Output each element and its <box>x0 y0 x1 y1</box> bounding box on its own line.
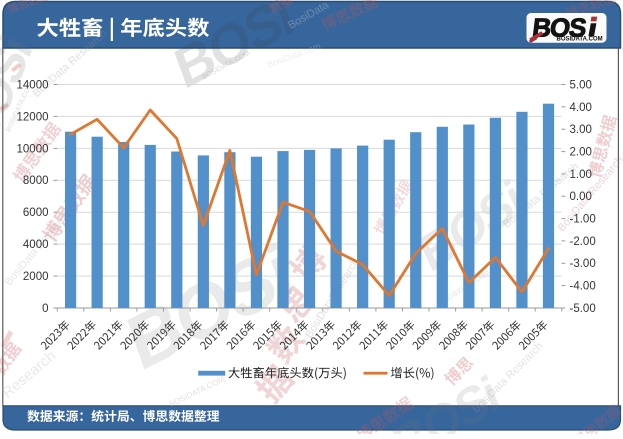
svg-text:BOSIDATA.COM: BOSIDATA.COM <box>557 37 603 43</box>
svg-text:12000: 12000 <box>17 111 49 123</box>
svg-text:10000: 10000 <box>17 143 49 155</box>
svg-text:0.00: 0.00 <box>570 191 592 203</box>
svg-text:-3.00: -3.00 <box>570 258 596 270</box>
svg-text:6000: 6000 <box>23 207 49 219</box>
svg-text:8000: 8000 <box>23 175 49 187</box>
svg-text:5.00: 5.00 <box>570 79 592 91</box>
svg-text:-5.00: -5.00 <box>570 303 596 315</box>
svg-text:2000: 2000 <box>23 271 49 283</box>
svg-text:BOS: BOS <box>531 12 588 42</box>
svg-text:0: 0 <box>42 303 48 315</box>
svg-text:-1.00: -1.00 <box>570 214 596 226</box>
svg-text:2.00: 2.00 <box>570 147 592 159</box>
svg-text:4.00: 4.00 <box>570 102 592 114</box>
svg-text:3.00: 3.00 <box>570 124 592 136</box>
svg-text:-4.00: -4.00 <box>570 281 596 293</box>
svg-text:-2.00: -2.00 <box>570 236 596 248</box>
svg-text:1.00: 1.00 <box>570 169 592 181</box>
svg-text:4000: 4000 <box>23 239 49 251</box>
svg-text:14000: 14000 <box>17 79 49 91</box>
